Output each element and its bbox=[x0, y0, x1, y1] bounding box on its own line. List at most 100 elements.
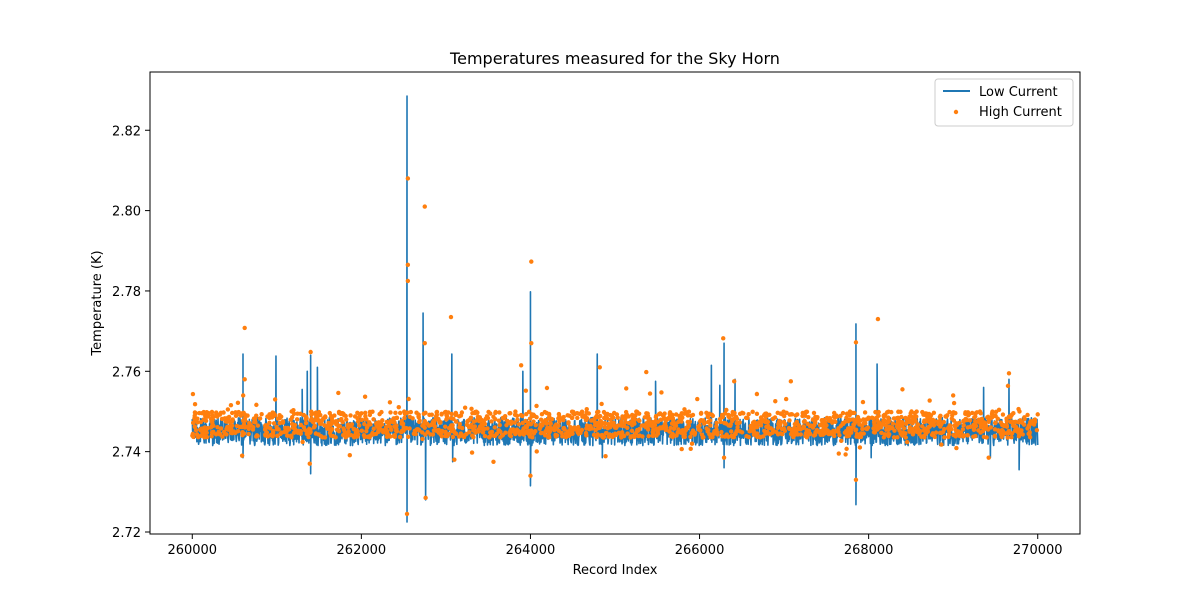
high-current-point bbox=[459, 410, 465, 415]
high-current-point bbox=[946, 428, 952, 433]
high-current-point bbox=[822, 420, 827, 425]
high-current-point bbox=[517, 432, 522, 437]
high-current-point bbox=[422, 340, 427, 346]
high-current-point bbox=[802, 418, 807, 424]
high-current-point bbox=[708, 423, 713, 428]
high-current-point bbox=[286, 426, 291, 431]
high-current-point bbox=[844, 415, 849, 420]
high-current-point bbox=[783, 421, 788, 427]
high-current-point bbox=[559, 430, 564, 436]
high-current-point bbox=[931, 410, 937, 415]
high-current-point bbox=[308, 429, 313, 435]
legend-swatch-high-current bbox=[953, 109, 959, 115]
high-current-point bbox=[923, 418, 928, 424]
high-current-point bbox=[871, 416, 876, 421]
high-current-point bbox=[497, 410, 502, 415]
high-current-point bbox=[611, 420, 616, 425]
high-current-point bbox=[267, 426, 273, 431]
high-current-point bbox=[1004, 422, 1009, 428]
high-current-point bbox=[516, 422, 522, 427]
high-current-point bbox=[634, 409, 639, 414]
high-current-point bbox=[845, 429, 851, 434]
high-current-point bbox=[233, 413, 239, 418]
high-current-point bbox=[901, 426, 907, 431]
high-current-point bbox=[457, 414, 462, 419]
high-current-point bbox=[984, 435, 989, 440]
high-current-point bbox=[245, 413, 250, 418]
high-current-point bbox=[547, 420, 553, 426]
high-current-point bbox=[965, 433, 970, 438]
high-current-point bbox=[496, 428, 501, 433]
high-current-point bbox=[953, 427, 958, 433]
high-current-point bbox=[225, 407, 231, 412]
high-current-point bbox=[710, 435, 715, 440]
high-current-point bbox=[861, 431, 866, 436]
high-current-point bbox=[1011, 411, 1016, 416]
high-current-point bbox=[966, 413, 971, 418]
high-current-point bbox=[707, 431, 712, 437]
high-current-point bbox=[941, 429, 946, 435]
high-current-point bbox=[574, 426, 579, 431]
high-current-point bbox=[860, 426, 865, 432]
high-current-point bbox=[405, 262, 411, 268]
high-current-point bbox=[422, 204, 427, 209]
high-current-point bbox=[772, 415, 778, 420]
high-current-point bbox=[346, 429, 351, 434]
high-current-point bbox=[904, 439, 910, 445]
high-current-point bbox=[1011, 423, 1016, 429]
high-current-point bbox=[242, 325, 247, 331]
high-current-point bbox=[608, 425, 613, 430]
high-current-point bbox=[978, 430, 983, 435]
high-current-point bbox=[325, 426, 330, 431]
high-current-point bbox=[599, 401, 604, 407]
high-current-point bbox=[973, 423, 979, 429]
high-current-point bbox=[676, 419, 681, 425]
high-current-point bbox=[361, 432, 367, 438]
high-current-point bbox=[721, 455, 727, 460]
high-current-point bbox=[469, 406, 474, 411]
high-current-point bbox=[493, 417, 498, 422]
high-current-point bbox=[355, 419, 361, 424]
high-current-point bbox=[719, 415, 725, 420]
high-current-point bbox=[928, 421, 934, 426]
high-current-point bbox=[371, 417, 376, 422]
high-current-point bbox=[719, 429, 724, 435]
high-current-point bbox=[781, 426, 786, 431]
high-current-point bbox=[263, 423, 268, 428]
high-current-point bbox=[957, 420, 962, 426]
high-current-point bbox=[596, 409, 601, 414]
high-current-point bbox=[1025, 426, 1030, 431]
high-current-point bbox=[405, 410, 410, 415]
high-current-point bbox=[561, 425, 567, 431]
high-current-point bbox=[751, 432, 757, 437]
high-current-point bbox=[538, 417, 544, 422]
high-current-point bbox=[454, 419, 459, 424]
high-current-point bbox=[872, 430, 878, 435]
high-current-point bbox=[945, 413, 950, 418]
high-current-point bbox=[443, 429, 448, 434]
high-current-point bbox=[210, 413, 215, 418]
high-current-point bbox=[397, 434, 403, 440]
high-current-point bbox=[722, 420, 727, 426]
high-current-point bbox=[847, 417, 853, 423]
high-current-point bbox=[217, 412, 223, 417]
high-current-point bbox=[388, 410, 393, 415]
high-current-point bbox=[804, 435, 810, 440]
high-current-point bbox=[391, 433, 396, 439]
high-current-point bbox=[675, 430, 681, 435]
high-current-point bbox=[1006, 414, 1012, 419]
legend-label-low-current: Low Current bbox=[979, 85, 1058, 100]
high-current-point bbox=[878, 425, 883, 430]
high-current-point bbox=[489, 429, 495, 435]
high-current-point bbox=[632, 434, 637, 440]
high-current-point bbox=[705, 413, 711, 418]
high-current-point bbox=[469, 450, 475, 455]
high-current-point bbox=[914, 424, 920, 429]
high-current-point bbox=[448, 314, 454, 320]
high-current-point bbox=[932, 434, 937, 440]
high-current-point bbox=[846, 433, 851, 439]
high-current-point bbox=[719, 434, 725, 439]
high-current-point bbox=[584, 406, 589, 412]
high-current-point bbox=[611, 410, 617, 416]
high-current-point bbox=[746, 434, 751, 440]
